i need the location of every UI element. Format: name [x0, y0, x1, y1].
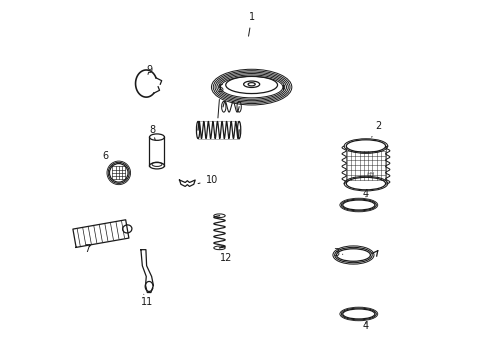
Text: 1: 1: [248, 13, 254, 36]
Text: 8: 8: [149, 125, 155, 140]
Text: 5: 5: [217, 84, 223, 118]
Text: 6: 6: [102, 151, 112, 166]
Text: 3: 3: [333, 248, 342, 258]
Text: 2: 2: [371, 121, 381, 137]
Text: 11: 11: [141, 294, 153, 307]
Text: 4: 4: [362, 321, 368, 332]
Text: 12: 12: [220, 246, 232, 263]
Text: 7: 7: [84, 244, 91, 253]
Text: 9: 9: [146, 65, 152, 75]
Text: 10: 10: [198, 175, 217, 185]
Text: 4: 4: [362, 189, 368, 199]
Text: HH: HH: [366, 172, 375, 177]
